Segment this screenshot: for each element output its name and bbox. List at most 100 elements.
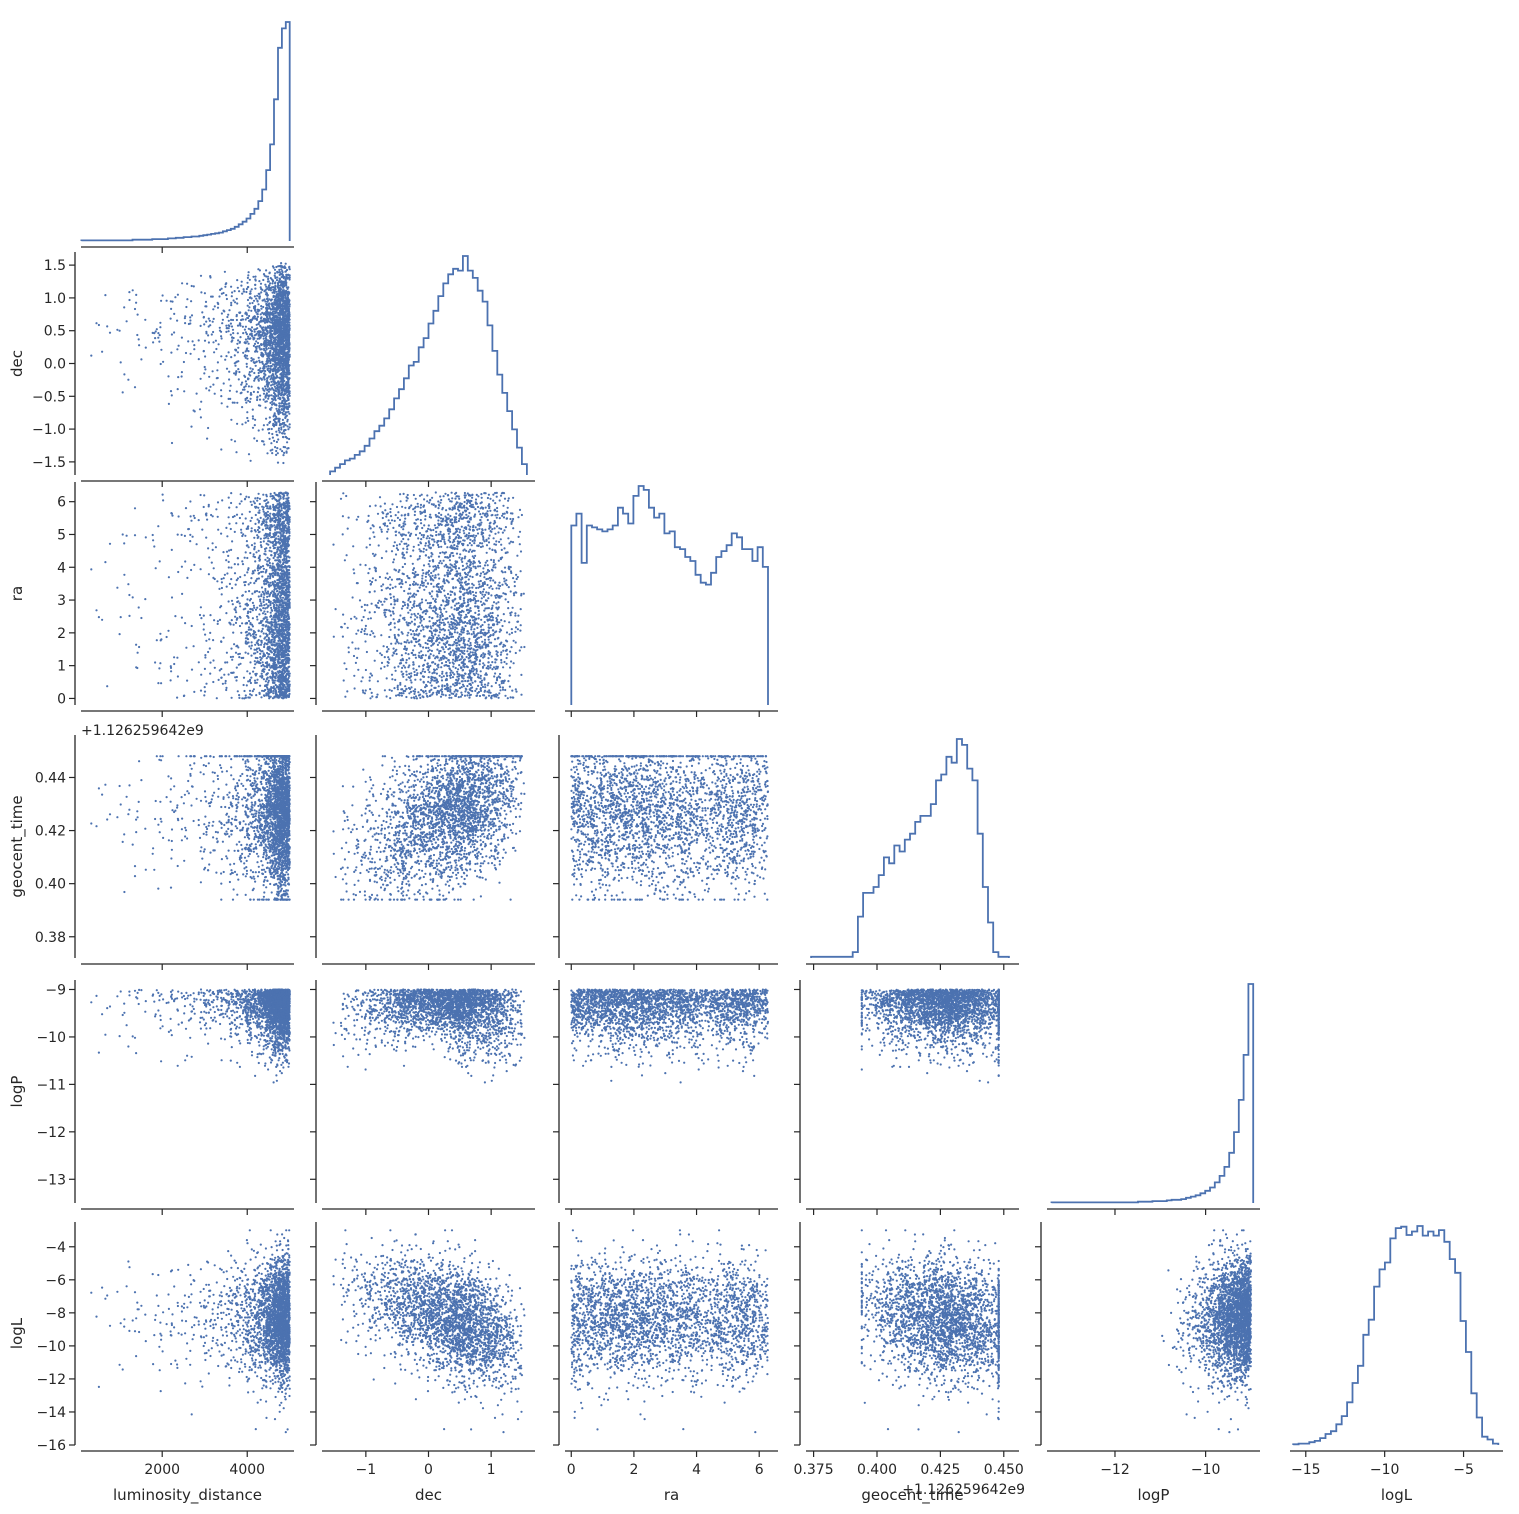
scatter-point [282, 393, 284, 395]
scatter-point [269, 334, 271, 336]
scatter-point [166, 636, 168, 638]
scatter-point [277, 325, 279, 327]
scatter-point [223, 674, 225, 676]
scatter-point [254, 343, 256, 345]
scatter-point [246, 383, 248, 385]
scatter-point [207, 547, 209, 549]
scatter-point [250, 647, 252, 649]
scatter-point [246, 417, 248, 419]
scatter-point [278, 269, 280, 271]
scatter-point [116, 329, 118, 331]
scatter-point [287, 380, 289, 382]
scatter-point [265, 494, 267, 496]
scatter-point [221, 677, 223, 679]
scatter-point [160, 349, 162, 351]
scatter-point [181, 282, 183, 284]
scatter-point [285, 376, 287, 378]
scatter-point [253, 328, 255, 330]
scatter-point [253, 358, 255, 360]
scatter-point [230, 567, 232, 569]
scatter-point [283, 430, 285, 432]
scatter-point [263, 646, 265, 648]
scatter-point [242, 533, 244, 535]
scatter-point [260, 665, 262, 667]
scatter-point [256, 295, 258, 297]
scatter-point [270, 407, 272, 409]
scatter-point [287, 425, 289, 427]
scatter-point [272, 563, 274, 565]
scatter-point [277, 620, 279, 622]
scatter-point [265, 337, 267, 339]
scatter-point [134, 534, 136, 536]
scatter-point [243, 690, 245, 692]
scatter-point [258, 309, 260, 311]
scatter-point [262, 612, 264, 614]
scatter-point [230, 334, 232, 336]
scatter-point [280, 282, 282, 284]
scatter-point [98, 616, 100, 618]
scatter-point [282, 597, 284, 599]
scatter-point [255, 298, 257, 300]
scatter-point [238, 312, 240, 314]
scatter-point [120, 616, 122, 618]
scatter-point [234, 616, 236, 618]
scatter-point [275, 390, 277, 392]
scatter-point [181, 337, 183, 339]
scatter-point [282, 462, 284, 464]
scatter-point [228, 309, 230, 311]
scatter-point [274, 282, 276, 284]
scatter-point [274, 547, 276, 549]
scatter-point [263, 393, 265, 395]
scatter-point [228, 523, 230, 525]
scatter-point [280, 357, 282, 359]
scatter-point [279, 310, 281, 312]
y-tick-label: 1.0 [44, 291, 66, 307]
scatter-point [218, 295, 220, 297]
scatter-point [258, 347, 260, 349]
scatter-point [283, 446, 285, 448]
scatter-point [280, 361, 282, 363]
scatter-point [268, 327, 270, 329]
scatter-point [252, 415, 254, 417]
scatter-point [212, 384, 214, 386]
scatter-point [257, 303, 259, 305]
scatter-point [269, 550, 271, 552]
scatter-point [247, 350, 249, 352]
scatter-point [280, 594, 282, 596]
scatter-point [239, 323, 241, 325]
scatter-point [269, 362, 271, 364]
scatter-point [250, 629, 252, 631]
scatter-point [227, 314, 229, 316]
scatter-point [274, 680, 276, 682]
scatter-point [240, 285, 242, 287]
scatter-point [267, 330, 269, 332]
scatter-point [269, 626, 271, 628]
scatter-point [127, 379, 129, 381]
scatter-point [267, 385, 269, 387]
scatter-point [156, 639, 158, 641]
scatter-point [245, 551, 247, 553]
scatter-point [286, 585, 288, 587]
scatter-point [268, 347, 270, 349]
scatter-point [276, 590, 278, 592]
scatter-point [270, 375, 272, 377]
scatter-point [221, 322, 223, 324]
scatter-point [217, 620, 219, 622]
scatter-point [270, 607, 272, 609]
scatter-point [269, 677, 271, 679]
scatter-point [230, 439, 232, 441]
scatter-point [204, 355, 206, 357]
scatter-point [276, 276, 278, 278]
scatter-point [262, 529, 264, 531]
scatter-point [230, 502, 232, 504]
scatter-point [254, 680, 256, 682]
scatter-point [263, 338, 265, 340]
scatter-point [226, 661, 228, 663]
scatter-point [284, 271, 286, 273]
scatter-point [249, 690, 251, 692]
scatter-point [274, 330, 276, 332]
scatter-point [246, 598, 248, 600]
scatter-point [190, 515, 192, 517]
scatter-point [248, 453, 250, 455]
scatter-point [259, 635, 261, 637]
